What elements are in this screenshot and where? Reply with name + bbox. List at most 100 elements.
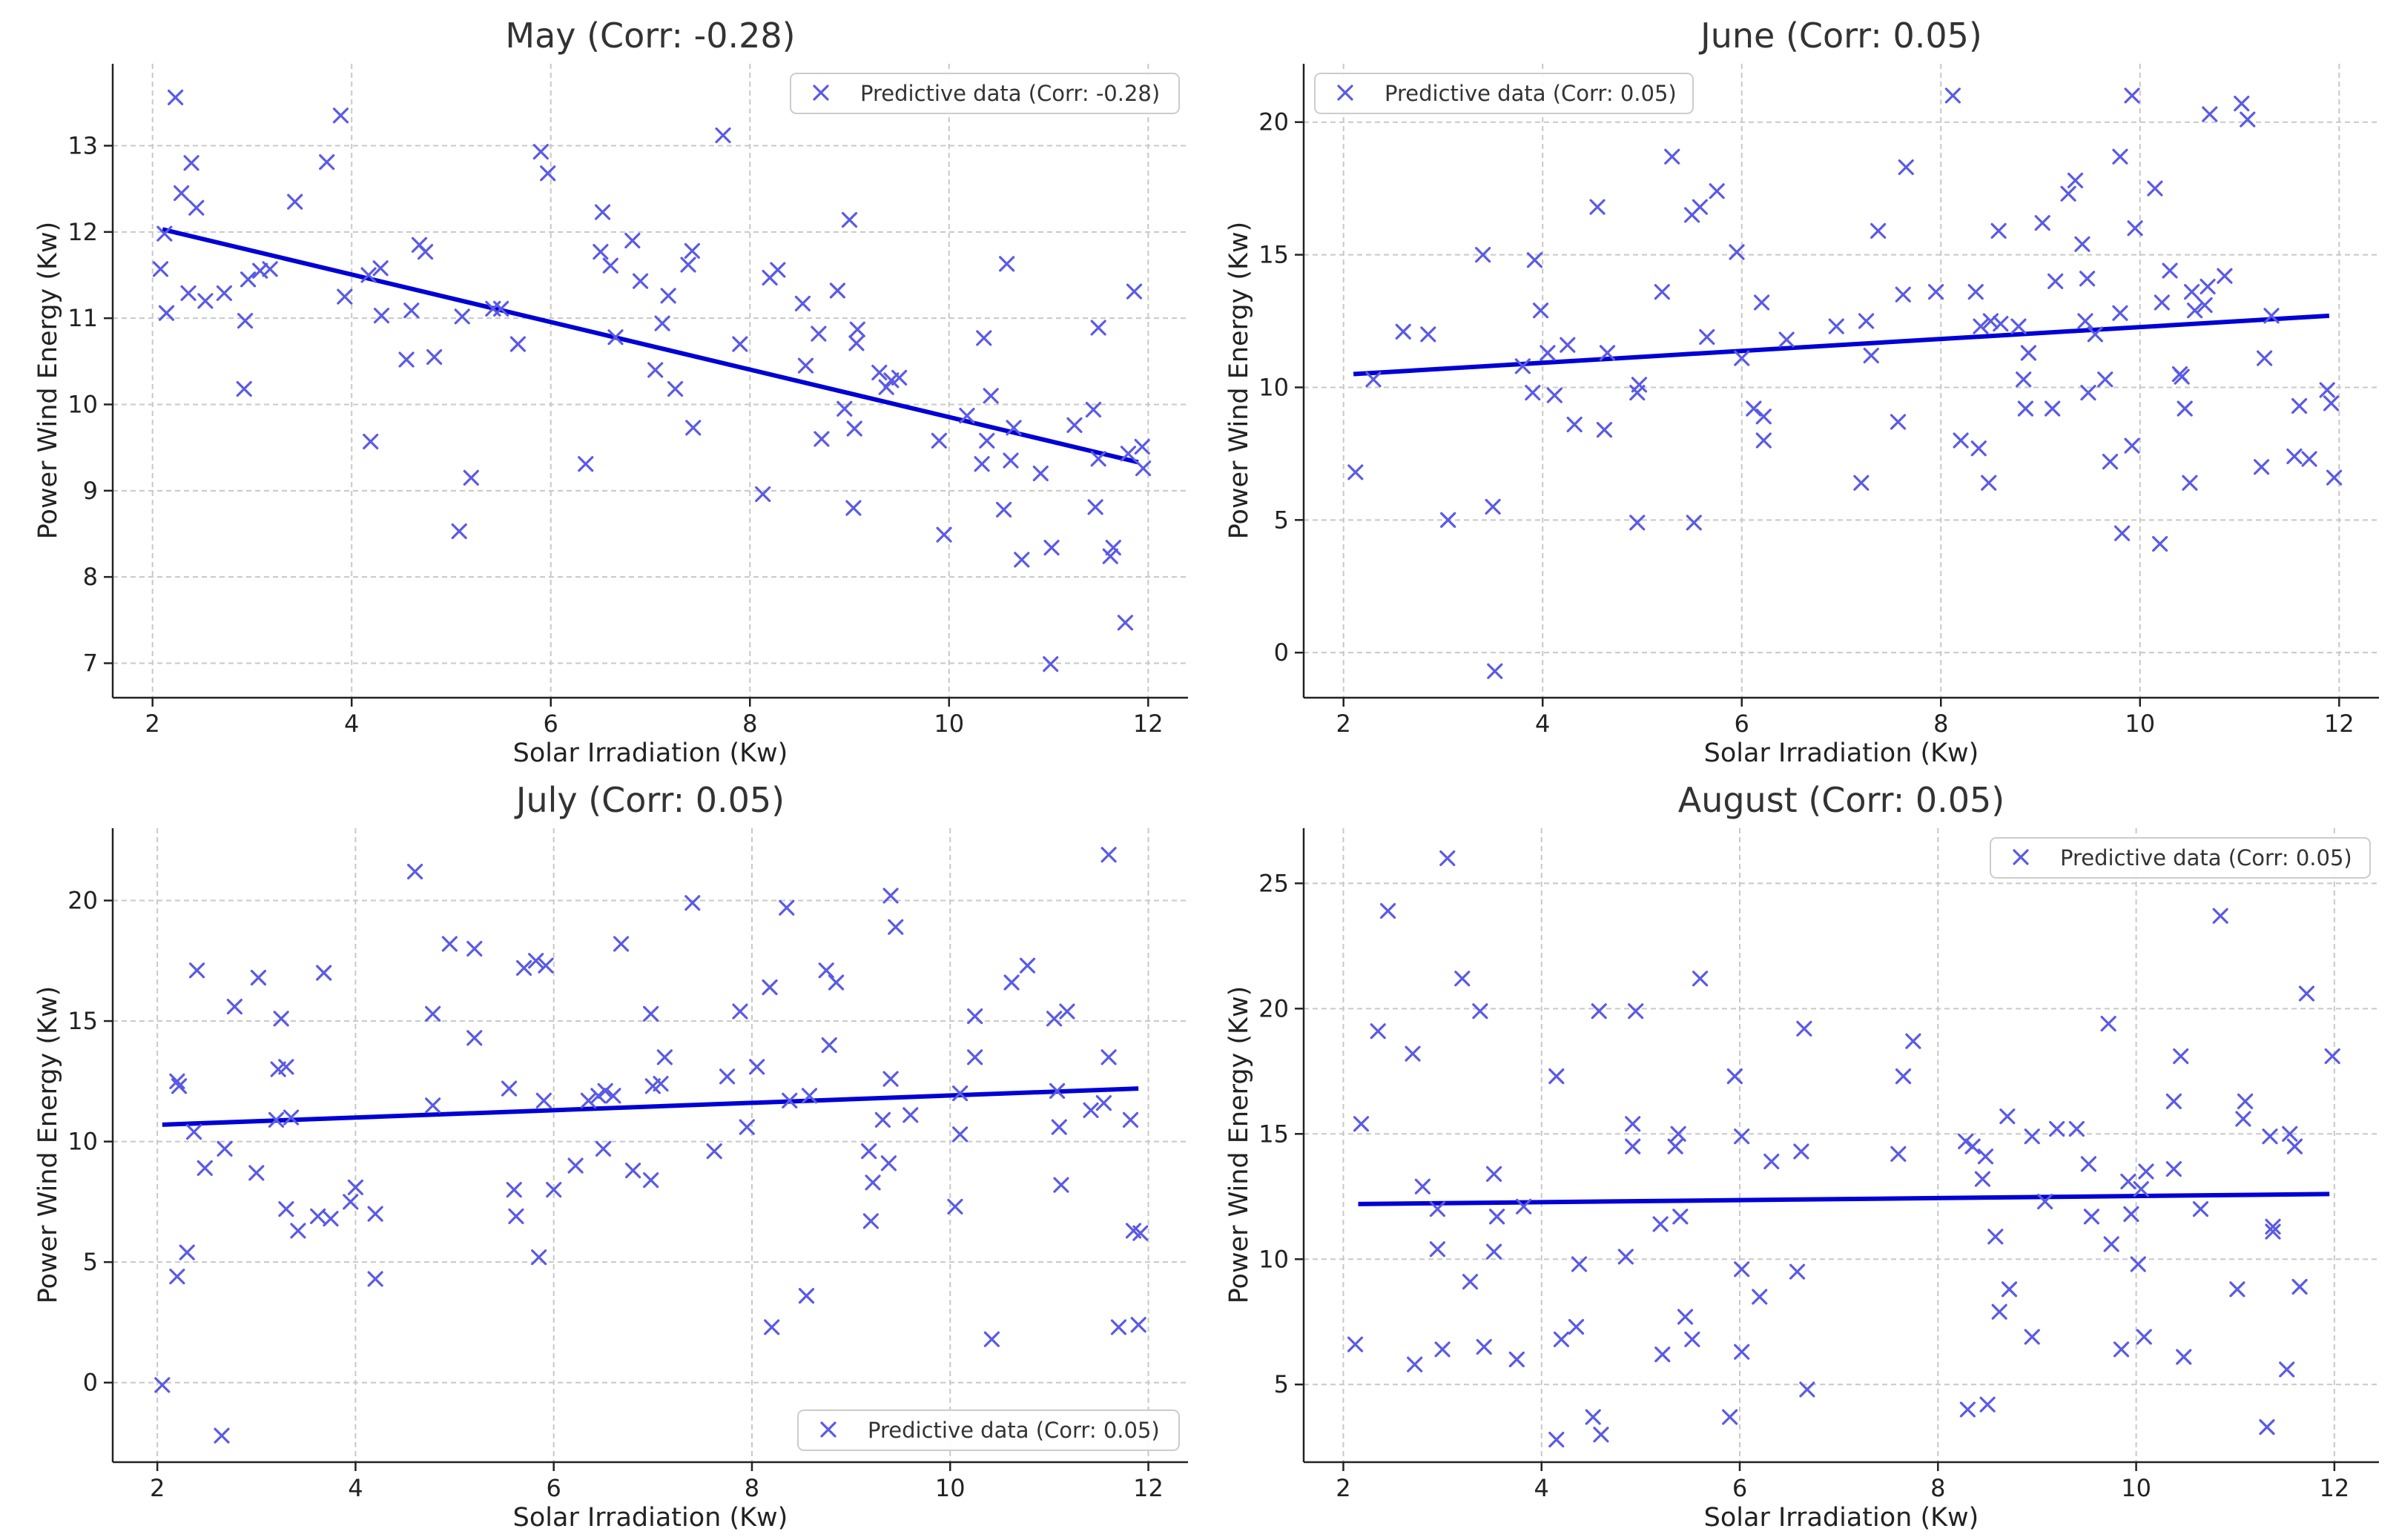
data-point	[1895, 1068, 1912, 1085]
data-point	[1734, 1261, 1750, 1278]
data-point	[643, 1005, 659, 1022]
data-point	[2257, 350, 2273, 366]
y-tick-label: 11	[67, 304, 98, 332]
data-point	[2212, 908, 2228, 924]
data-point	[454, 308, 470, 325]
data-point	[516, 959, 532, 976]
data-point	[1514, 358, 1531, 374]
x-tick-label: 2	[150, 1474, 165, 1502]
data-point	[216, 285, 232, 302]
data-point	[680, 257, 696, 273]
legend-label: Predictive data (Corr: 0.05)	[1385, 81, 1677, 106]
data-point	[1032, 465, 1049, 482]
data-point	[667, 380, 684, 397]
data-point	[605, 1088, 621, 1104]
data-point	[1083, 1102, 1099, 1118]
data-point	[797, 357, 814, 374]
data-point	[1993, 315, 2009, 332]
data-point	[248, 1165, 265, 1181]
data-point	[770, 262, 786, 278]
x-tick-label: 4	[1535, 710, 1550, 738]
data-point	[1110, 1319, 1127, 1335]
data-point	[739, 1119, 755, 1135]
data-point	[1379, 902, 1396, 919]
data-point	[1102, 548, 1118, 564]
legend-label: Predictive data (Corr: -0.28)	[860, 81, 1160, 106]
x-tick-label: 6	[1732, 1474, 1747, 1502]
data-point	[1485, 1166, 1502, 1182]
data-point	[2130, 1256, 2146, 1272]
x-tick-label: 2	[1336, 1474, 1350, 1502]
data-point	[1958, 1133, 1974, 1150]
data-point	[1485, 1243, 1502, 1260]
data-point	[2024, 1128, 2040, 1145]
data-point	[1053, 1177, 1069, 1193]
data-point	[1126, 283, 1143, 300]
data-point	[310, 1208, 326, 1224]
data-point	[2102, 454, 2119, 470]
data-point	[531, 1249, 547, 1266]
data-point	[2262, 1128, 2278, 1145]
legend: Predictive data (Corr: -0.28)	[790, 73, 1180, 114]
data-point	[337, 288, 353, 305]
grid	[1304, 64, 2379, 698]
data-point	[508, 1208, 524, 1224]
data-point	[1117, 615, 1134, 631]
data-point	[1591, 1003, 1607, 1019]
data-point	[2060, 185, 2076, 202]
data-point	[643, 1172, 659, 1189]
data-point	[811, 325, 827, 342]
data-point	[594, 204, 611, 220]
data-point	[1652, 1216, 1669, 1232]
x-tick-label: 6	[1735, 710, 1749, 738]
data-point	[171, 1078, 188, 1094]
data-point	[373, 308, 390, 324]
data-point	[2237, 1093, 2254, 1109]
data-point	[501, 1080, 518, 1097]
data-point	[237, 313, 254, 329]
x-tick-label: 8	[1933, 710, 1948, 738]
data-point	[2133, 1181, 2149, 1197]
x-tick-label: 6	[547, 1474, 561, 1502]
data-point	[1692, 971, 1709, 987]
x-tick-label: 12	[2320, 1474, 2350, 1502]
data-point	[2080, 1156, 2097, 1172]
data-point	[882, 888, 899, 904]
data-point	[685, 420, 702, 436]
y-tick-label: 5	[1274, 506, 1289, 534]
legend: Predictive data (Corr: 0.05)	[1990, 837, 2371, 879]
data-point	[1487, 663, 1503, 679]
data-point	[1049, 1083, 1066, 1099]
data-point	[343, 1194, 359, 1210]
y-tick-label: 10	[1258, 1245, 1289, 1273]
data-point	[1568, 1318, 1585, 1335]
data-point	[1043, 656, 1059, 672]
data-point	[407, 863, 423, 880]
data-point	[625, 1163, 641, 1179]
data-point	[538, 957, 554, 974]
data-point	[846, 420, 862, 437]
data-point	[1778, 331, 1795, 348]
data-point	[1959, 1401, 1976, 1418]
y-tick-label: 20	[1258, 994, 1289, 1022]
data-point	[2087, 326, 2103, 343]
data-point	[417, 243, 434, 260]
data-point	[451, 523, 467, 540]
data-point	[2103, 1236, 2119, 1252]
data-point	[197, 1160, 213, 1176]
data-point	[2037, 1193, 2053, 1210]
data-point	[169, 1269, 185, 1285]
data-point	[706, 1143, 722, 1160]
trend-layer	[1353, 313, 2330, 377]
data-point	[185, 1124, 202, 1140]
data-point	[861, 1143, 877, 1160]
chart-title: August (Corr: 0.05)	[1678, 780, 2005, 820]
data-point	[1870, 222, 1887, 239]
data-point	[2326, 469, 2343, 486]
data-point	[1135, 460, 1152, 477]
data-point	[2177, 400, 2193, 417]
data-point	[1755, 432, 1772, 449]
data-point	[1006, 420, 1022, 436]
data-point	[782, 1092, 798, 1108]
data-point	[2067, 172, 2084, 189]
